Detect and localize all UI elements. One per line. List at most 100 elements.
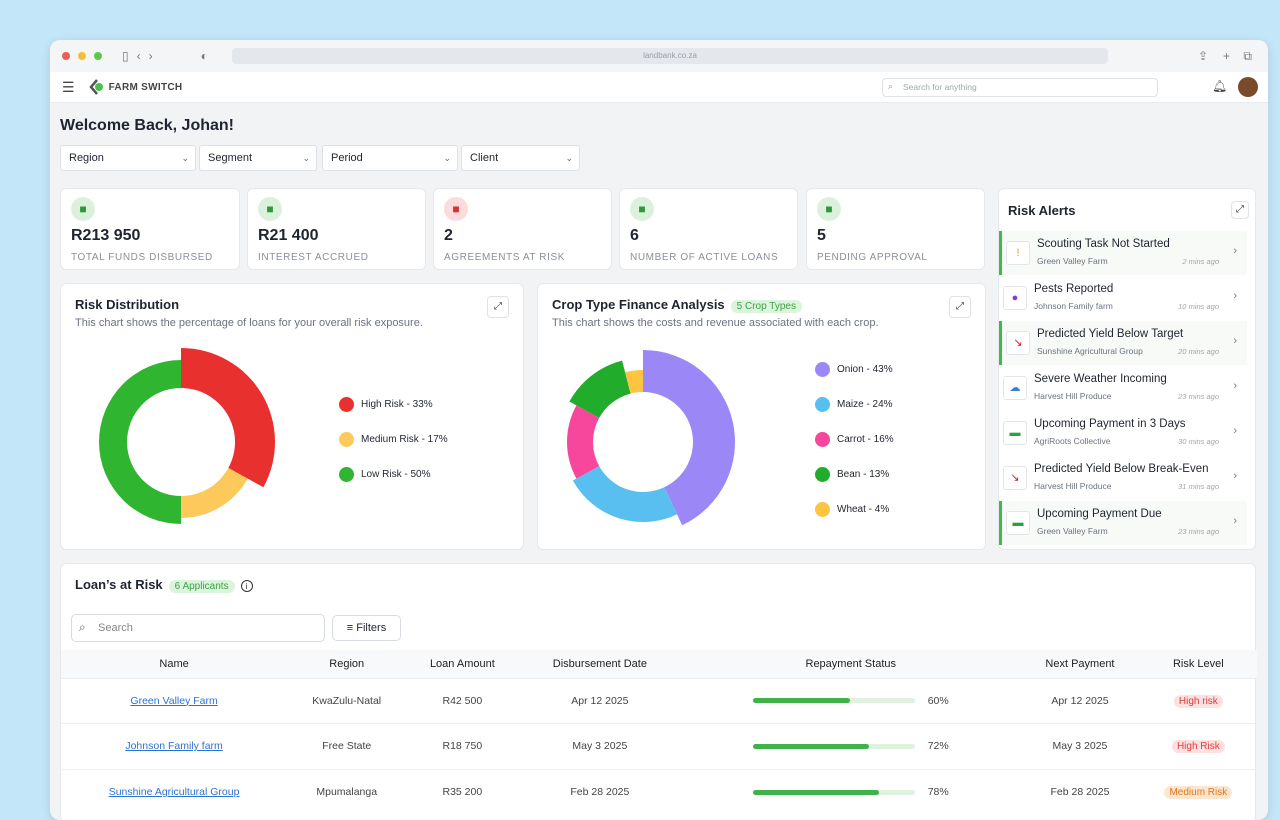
loans-table: Name Region Loan Amount Disbursement Date Re… bbox=[61, 650, 1257, 815]
stat-label: TOTAL FUNDS DISBURSED bbox=[71, 252, 213, 263]
risk-alert-item[interactable]: ↘ Predicted Yield Below Break-Even Harve… bbox=[999, 456, 1247, 500]
applicant-link[interactable]: Johnson Family farm bbox=[125, 740, 223, 753]
chevron-right-icon[interactable]: › bbox=[1233, 290, 1237, 302]
chevron-right-icon[interactable]: › bbox=[1233, 245, 1237, 257]
column-header[interactable]: Risk Level bbox=[1139, 650, 1257, 678]
risk-alert-item[interactable]: ↘ Predicted Yield Below Target Sunshine … bbox=[999, 321, 1247, 365]
brand-logo[interactable]: FARM SWITCH bbox=[88, 79, 183, 95]
filters-label: Filters bbox=[356, 622, 387, 634]
column-header[interactable]: Name bbox=[61, 650, 288, 678]
table-row: Green Valley Farm KwaZulu-Natal R42 500 … bbox=[61, 677, 1257, 724]
card-title: Risk Distribution bbox=[75, 297, 180, 312]
legend-swatch bbox=[339, 397, 354, 412]
bell-icon[interactable]: 🔔︎ bbox=[1212, 79, 1228, 93]
donut-slice-maize[interactable] bbox=[572, 466, 678, 522]
legend-item: High Risk - 33% bbox=[339, 387, 448, 422]
donut-slice-low-risk[interactable] bbox=[99, 360, 181, 524]
loans-search-input[interactable]: Search bbox=[71, 614, 325, 642]
chevron-right-icon[interactable]: › bbox=[1233, 425, 1237, 437]
risk-alert-item[interactable]: ● Pests Reported Johnson Family farm 10 … bbox=[999, 276, 1247, 320]
menu-icon[interactable]: ☰ bbox=[62, 78, 75, 95]
maximize-window-button[interactable] bbox=[94, 52, 102, 60]
alert-time: 2 mins ago bbox=[1182, 257, 1219, 266]
avatar[interactable] bbox=[1238, 77, 1258, 97]
clipboard-alert-icon: ! bbox=[1006, 241, 1030, 265]
risk-cell: Medium Risk bbox=[1139, 768, 1257, 815]
stat-value: 5 bbox=[817, 227, 826, 244]
legend-swatch bbox=[815, 432, 830, 447]
close-window-button[interactable] bbox=[62, 52, 70, 60]
alert-subtitle: AgriRoots Collective bbox=[1034, 436, 1111, 446]
risk-cell: High risk bbox=[1139, 677, 1257, 724]
alert-title: Upcoming Payment in 3 Days bbox=[1034, 418, 1186, 430]
column-header[interactable]: Disbursement Date bbox=[518, 650, 682, 678]
alert-subtitle: Green Valley Farm bbox=[1037, 526, 1108, 536]
select-label: Client bbox=[470, 152, 499, 164]
donut-slice-onion[interactable] bbox=[643, 350, 735, 526]
tabs-icon[interactable]: ⧉ bbox=[1243, 48, 1252, 63]
donut-slice-wheat[interactable] bbox=[625, 370, 643, 394]
legend-label: Medium Risk - 17% bbox=[361, 434, 448, 445]
column-header[interactable]: Repayment Status bbox=[681, 650, 1021, 678]
legend-swatch bbox=[815, 362, 830, 377]
minimize-window-button[interactable] bbox=[78, 52, 86, 60]
address-bar[interactable]: landbank.co.za bbox=[232, 48, 1108, 64]
region-select[interactable]: Region ⌄ bbox=[60, 145, 196, 171]
legend-item: Medium Risk - 17% bbox=[339, 422, 448, 457]
segment-select[interactable]: Segment ⌄ bbox=[199, 145, 317, 171]
rain-cloud-icon: ☁ bbox=[1003, 376, 1027, 400]
donut-slice-high-risk[interactable] bbox=[181, 348, 275, 488]
next-payment-cell: Feb 28 2025 bbox=[1020, 768, 1140, 815]
repayment-progress-bar bbox=[752, 789, 915, 795]
stat-card: ■ R21 400 INTEREST ACCRUED bbox=[247, 188, 426, 270]
period-select[interactable]: Period ⌄ bbox=[322, 145, 458, 171]
alert-time: 10 mins ago bbox=[1178, 302, 1219, 311]
legend-item: Wheat - 4% bbox=[815, 492, 894, 527]
stat-value: R213 950 bbox=[71, 227, 141, 244]
risk-alert-item[interactable]: ▬ Upcoming Payment Due Green Valley Farm… bbox=[999, 501, 1247, 545]
chevron-right-icon[interactable]: › bbox=[1233, 335, 1237, 347]
donut-slice-carrot[interactable] bbox=[567, 405, 600, 479]
donut-slice-medium-risk[interactable] bbox=[181, 468, 248, 518]
sidebar-toggle-icon[interactable]: ▯ bbox=[122, 49, 129, 63]
region-cell: KwaZulu-Natal bbox=[287, 677, 407, 724]
alert-time: 30 mins ago bbox=[1178, 437, 1219, 446]
applicant-link[interactable]: Green Valley Farm bbox=[130, 694, 218, 707]
risk-alert-item[interactable]: ! Scouting Task Not Started Green Valley… bbox=[999, 231, 1247, 275]
amount-cell: R18 750 bbox=[406, 723, 519, 769]
expand-icon[interactable]: ⤢ bbox=[1231, 201, 1249, 219]
expand-icon[interactable]: ⤢ bbox=[487, 296, 509, 318]
info-icon[interactable]: i bbox=[240, 580, 253, 592]
client-select[interactable]: Client ⌄ bbox=[461, 145, 580, 171]
share-icon[interactable]: ⇪ bbox=[1197, 49, 1208, 63]
card-title: Crop Type Finance Analysis 5 Crop Types bbox=[552, 297, 802, 313]
repayment-progress-bar bbox=[752, 743, 915, 749]
back-icon[interactable]: ‹ bbox=[136, 49, 141, 63]
applicant-link[interactable]: Sunshine Agricultural Group bbox=[108, 786, 240, 798]
alert-title: Upcoming Payment Due bbox=[1037, 508, 1162, 520]
crop-types-badge: 5 Crop Types bbox=[730, 300, 802, 313]
donut-slice-bean[interactable] bbox=[569, 360, 631, 418]
new-tab-icon[interactable]: + bbox=[1222, 49, 1230, 63]
disbursement-cell: May 3 2025 bbox=[518, 723, 682, 769]
global-search-input[interactable]: Search for anything bbox=[882, 78, 1158, 97]
column-header[interactable]: Region bbox=[287, 650, 407, 678]
chevron-right-icon[interactable]: › bbox=[1233, 470, 1237, 482]
chevron-right-icon[interactable]: › bbox=[1233, 380, 1237, 392]
brand-name: FARM SWITCH bbox=[108, 81, 183, 93]
column-header[interactable]: Loan Amount bbox=[406, 650, 519, 678]
legend-label: Maize - 24% bbox=[837, 399, 893, 410]
select-label: Period bbox=[331, 152, 363, 164]
risk-alert-item[interactable]: ☁ Severe Weather Incoming Harvest Hill P… bbox=[999, 366, 1247, 410]
search-icon: ⌕ bbox=[79, 620, 86, 634]
risk-distribution-card: Risk Distribution This chart shows the p… bbox=[60, 283, 524, 550]
shield-icon[interactable]: ◐ bbox=[200, 49, 208, 63]
alert-time: 23 mins ago bbox=[1178, 392, 1219, 401]
risk-alert-item[interactable]: ▬ Upcoming Payment in 3 Days AgriRoots C… bbox=[999, 411, 1247, 455]
column-header[interactable]: Next Payment bbox=[1020, 650, 1140, 678]
expand-icon[interactable]: ⤢ bbox=[949, 296, 971, 318]
forward-icon[interactable]: › bbox=[148, 49, 153, 63]
chevron-right-icon[interactable]: › bbox=[1233, 515, 1237, 527]
filters-button[interactable]: ≡ Filters bbox=[332, 615, 401, 641]
risk-cell: High Risk bbox=[1139, 723, 1257, 769]
